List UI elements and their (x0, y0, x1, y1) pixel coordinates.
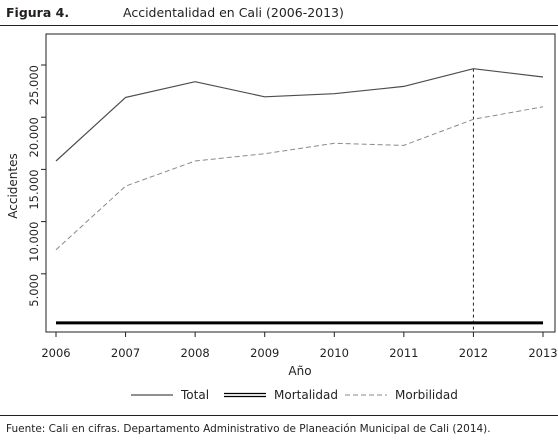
series-line-morbilidad (55, 106, 544, 251)
x-axis-ticks: 2006 2007 2008 2009 2010 2011 2012 2013 (41, 332, 558, 360)
x-tick-label: 2010 (320, 346, 349, 360)
y-tick-label: 5.000 (27, 274, 41, 307)
legend: Total Mortalidad Morbilidad (131, 388, 458, 402)
legend-label-total: Total (180, 388, 209, 402)
series-layer (55, 68, 544, 325)
y-tick-label: 20.000 (27, 117, 41, 157)
x-axis-title: Año (288, 364, 311, 378)
figure-label: Figura 4. (6, 5, 70, 20)
chart-title: Accidentalidad en Cali (2006-2013) (123, 5, 344, 20)
x-tick-label: 2012 (459, 346, 488, 360)
x-tick-label: 2009 (250, 346, 279, 360)
y-axis-title: Accidentes (6, 153, 20, 218)
top-rule (0, 25, 558, 26)
line-chart: 2006 2007 2008 2009 2010 2011 2012 2013 5.000 10… (6, 33, 558, 402)
y-tick-label: 15.000 (27, 169, 41, 209)
y-tick-label: 10.000 (27, 222, 41, 262)
x-tick-label: 2007 (111, 346, 140, 360)
legend-label-morbilidad: Morbilidad (395, 388, 458, 402)
legend-label-mortalidad: Mortalidad (274, 388, 338, 402)
x-tick-label: 2013 (528, 346, 557, 360)
x-tick-label: 2008 (180, 346, 209, 360)
x-tick-label: 2006 (41, 346, 70, 360)
x-tick-label: 2011 (389, 346, 418, 360)
source-note: Fuente: Cali en cifras. Departamento Adm… (6, 423, 491, 435)
series-line-total (55, 68, 544, 162)
y-axis-ticks: 5.000 10.000 15.000 20.000 25.000 (27, 64, 46, 307)
y-tick-label: 25.000 (27, 65, 41, 105)
plot-area-frame (45, 33, 556, 333)
bottom-rule (0, 415, 558, 416)
